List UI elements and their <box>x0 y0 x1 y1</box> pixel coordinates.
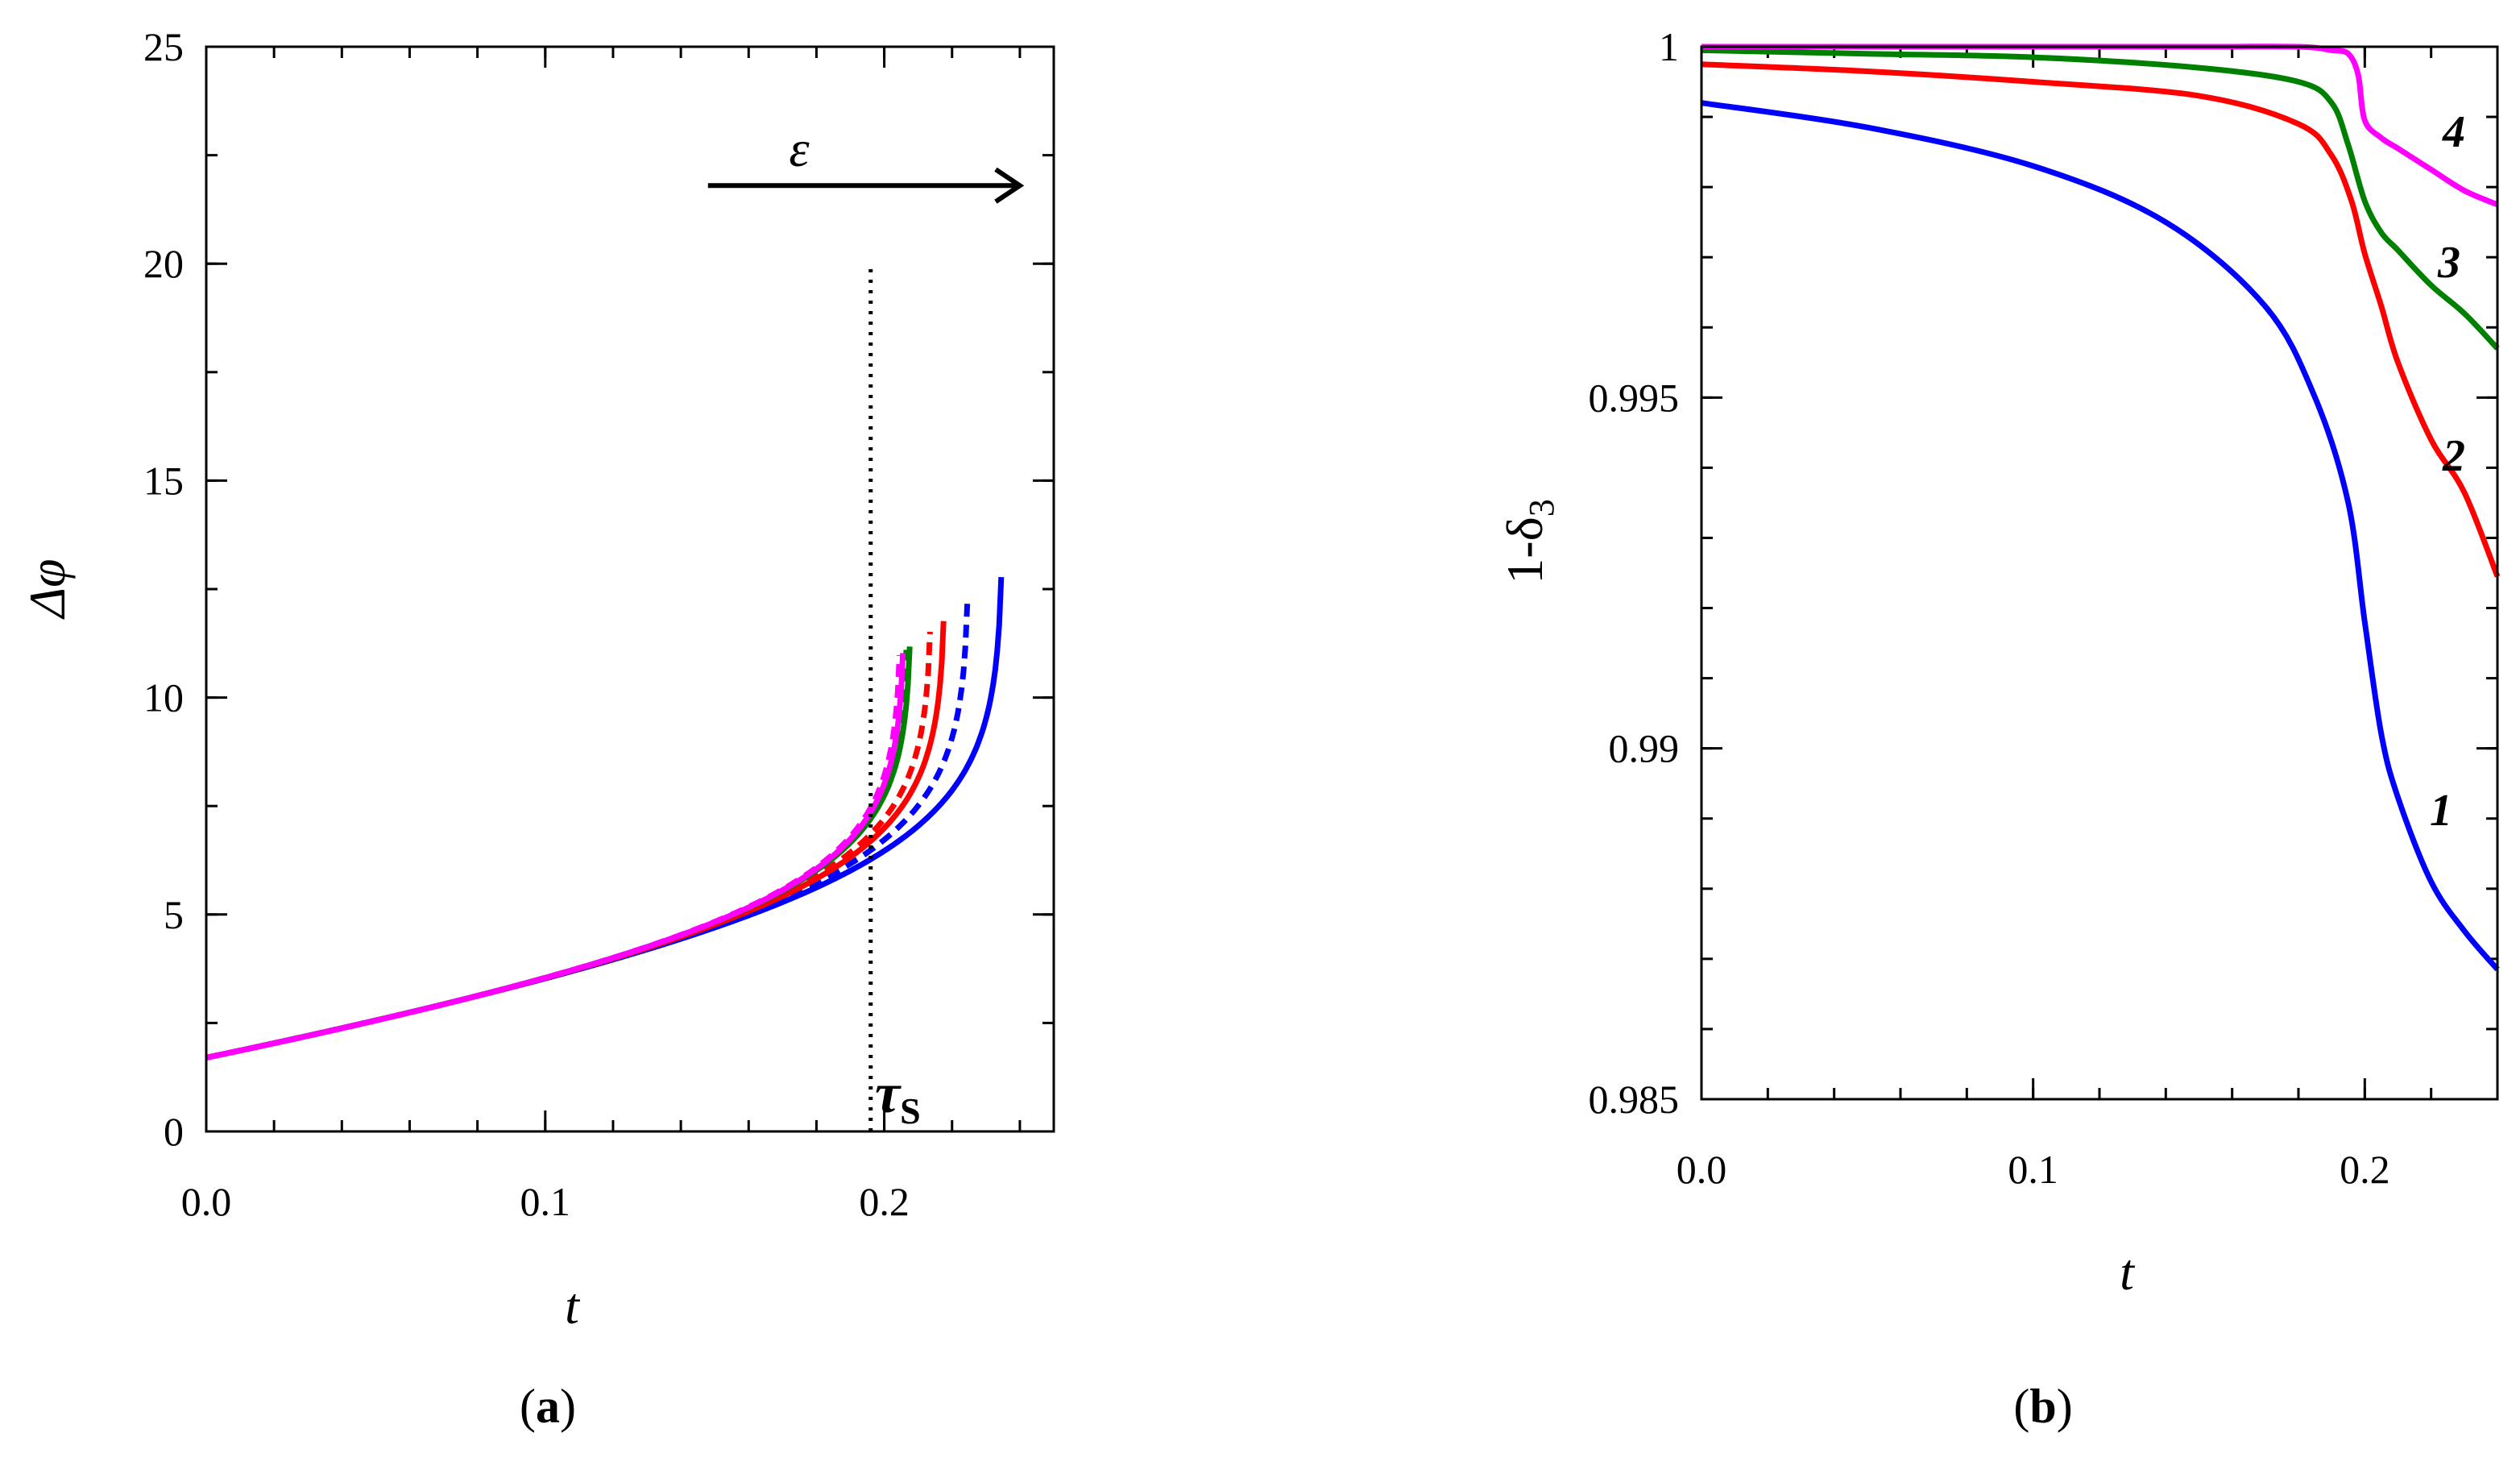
chart-a-x-tick-label: 0.2 <box>859 1179 910 1224</box>
chart-a-x-axis-title: t <box>565 1277 581 1335</box>
chart-b-x-tick-label: 0.2 <box>2340 1147 2390 1192</box>
chart-a-y-tick-label: 5 <box>164 892 184 937</box>
epsilon-arrow-head <box>994 167 1025 204</box>
chart-b-x-axis-title: t <box>2120 1243 2136 1301</box>
chart-b-y-tick-label: 1 <box>1659 24 1679 69</box>
chart-b-x-tick-label: 0.1 <box>2008 1147 2058 1192</box>
tau-s-main: τ <box>875 1063 901 1125</box>
chart-b-curve-labels: 4 3 2 1 <box>2430 107 2465 836</box>
chart-a-y-tick-label: 10 <box>143 675 184 720</box>
chart-a-series-line-6 <box>205 650 910 1061</box>
chart-b-panel-label: (b) <box>2013 1380 2072 1433</box>
chart-b-plot-frame <box>1700 45 2499 1101</box>
chart-a-x-tick-label: 0.0 <box>181 1179 232 1224</box>
chart-a-y-tick-label: 0 <box>164 1109 184 1154</box>
chart-a-series-line-3 <box>205 621 947 1061</box>
chart-b-ticks <box>1700 45 2499 1101</box>
tau-s-subscript: S <box>900 1090 921 1131</box>
chart-b-y-tick-label: 0.985 <box>1589 1077 1680 1122</box>
chart-a-tick-labels: 0.0 0.1 0.2 0 5 10 15 20 25 <box>143 24 910 1224</box>
chart-b-series-line-3 <box>1701 47 2500 351</box>
y-title-main: 1-δ <box>1496 517 1553 583</box>
chart-a-y-tick-label: 20 <box>143 241 184 286</box>
chart-a-series-line-1 <box>205 576 1005 1061</box>
chart-a-x-tick-label: 0.1 <box>520 1179 571 1224</box>
chart-b-y-axis-title: 1-δ3 <box>1496 499 1561 583</box>
chart-a: 0.0 0.1 0.2 0 5 10 15 20 25 ε τS t Δφ (a) <box>19 24 1055 1433</box>
chart-b-y-tick-label: 0.995 <box>1589 375 1680 420</box>
chart-a-panel-label: (a) <box>520 1380 576 1433</box>
epsilon-label: ε <box>789 120 810 177</box>
chart-a-ticks <box>205 45 1054 1133</box>
chart-b-tick-labels: 0.0 0.1 0.2 0.985 0.99 0.995 1 <box>1589 24 2390 1192</box>
tau-s-label: τS <box>875 1063 921 1131</box>
chart-a-plot-frame <box>205 45 1055 1133</box>
chart-a-series <box>205 576 1005 1061</box>
curve-label-1: 1 <box>2430 786 2452 836</box>
chart-a-y-axis-title: Δφ <box>19 559 76 621</box>
chart-a-y-tick-label: 25 <box>143 24 184 69</box>
chart-b-x-tick-label: 0.0 <box>1677 1147 1727 1192</box>
curve-label-4: 4 <box>2442 107 2465 157</box>
chart-b-series-line-1 <box>1701 100 2500 972</box>
curve-label-3: 3 <box>2437 238 2460 288</box>
y-title-subscript: 3 <box>1522 499 1561 517</box>
chart-a-series-line-8 <box>205 654 902 1061</box>
chart-a-epsilon-arrow <box>707 167 1025 204</box>
chart-a-series-line-7 <box>205 653 906 1061</box>
chart-a-series-line-4 <box>205 631 933 1061</box>
chart-b-series <box>1701 44 2501 972</box>
chart-b-series-line-2 <box>1701 61 2501 578</box>
curve-label-2: 2 <box>2442 431 2465 481</box>
chart-a-series-line-5 <box>205 646 913 1061</box>
chart-a-y-tick-label: 15 <box>143 458 184 503</box>
chart-b-y-tick-label: 0.99 <box>1609 726 1680 771</box>
